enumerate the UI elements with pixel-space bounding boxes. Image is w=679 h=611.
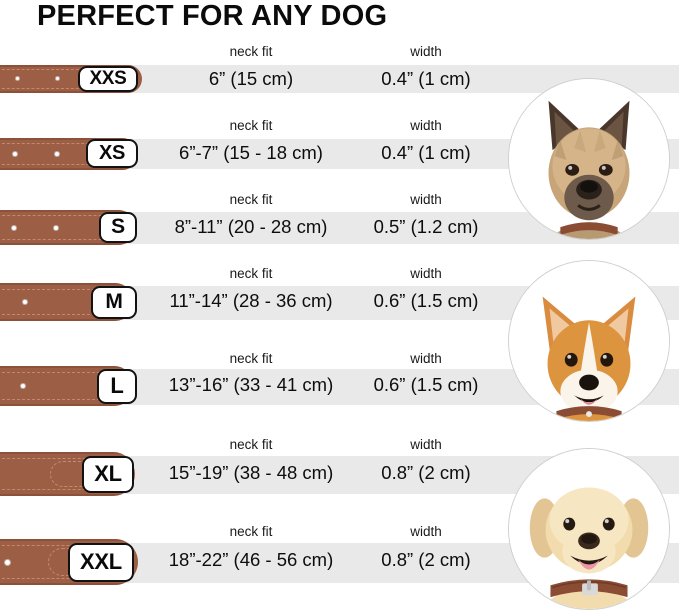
strap-edge-bottom xyxy=(0,243,136,245)
width-value: 0.4” (1 cm) xyxy=(381,68,471,89)
strap-stitch-line xyxy=(0,69,133,70)
width-column-label: width xyxy=(410,351,442,366)
strap-stitch-line xyxy=(0,399,125,400)
terrier-photo xyxy=(508,78,670,240)
neck-fit-column-label: neck fit xyxy=(229,266,273,281)
strap-stitch-line xyxy=(0,164,129,165)
strap-edge-bottom xyxy=(0,494,135,496)
corgi-illustration xyxy=(509,261,669,421)
neck-fit-value: 11”-14” (28 - 36 cm) xyxy=(169,290,333,311)
neck-fit-column-label: neck fit xyxy=(229,351,273,366)
strap-edge-bottom xyxy=(0,91,142,93)
strap-stitch-line xyxy=(0,143,129,144)
width-column-label: width xyxy=(410,192,442,207)
neck-fit-column-label: neck fit xyxy=(229,192,273,207)
strap-hole xyxy=(11,225,17,231)
neck-fit-column-label: neck fit xyxy=(229,118,273,133)
width-column-label: width xyxy=(410,266,442,281)
width-value: 0.6” (1.5 cm) xyxy=(373,290,479,311)
strap-hole xyxy=(20,383,26,389)
strap-edge-bottom xyxy=(0,319,134,321)
strap-stitch-line xyxy=(0,458,126,459)
strap-stitch-line xyxy=(0,489,126,490)
page-title: PERFECT FOR ANY DOG xyxy=(37,0,388,32)
strap-hole xyxy=(53,225,59,231)
strap-edge-bottom xyxy=(0,583,138,585)
corgi-photo xyxy=(508,260,670,422)
strap-stitch-line xyxy=(0,289,125,290)
width-value: 0.4” (1 cm) xyxy=(381,142,471,163)
strap-hole xyxy=(22,299,28,305)
neck-fit-column-label: neck fit xyxy=(229,44,273,59)
neck-fit-value: 8”-11” (20 - 28 cm) xyxy=(174,216,328,237)
strap-stitch-line xyxy=(0,215,127,216)
size-badge: S xyxy=(99,212,137,243)
strap-stitch-line xyxy=(0,239,127,240)
neck-fit-column-label: neck fit xyxy=(229,437,273,452)
strap-hole xyxy=(55,76,60,81)
strap-stitch-line xyxy=(0,545,129,546)
strap-stitch-line xyxy=(0,372,125,373)
strap-edge-top xyxy=(0,366,134,368)
size-badge: M xyxy=(91,286,137,319)
strap-stitch-line xyxy=(0,88,133,89)
width-column-label: width xyxy=(410,437,442,452)
strap-hole xyxy=(12,151,18,157)
terrier-illustration xyxy=(509,79,669,239)
neck-fit-column-label: neck fit xyxy=(229,524,273,539)
strap-edge-bottom xyxy=(0,168,138,170)
size-badge: XXL xyxy=(68,543,134,582)
width-column-label: width xyxy=(410,524,442,539)
width-column-label: width xyxy=(410,118,442,133)
strap-edge-top xyxy=(0,452,135,454)
neck-fit-value: 6”-7” (15 - 18 cm) xyxy=(179,142,323,163)
neck-fit-value: 18”-22” (46 - 56 cm) xyxy=(168,549,334,570)
size-badge: XL xyxy=(82,456,134,493)
width-value: 0.8” (2 cm) xyxy=(381,462,471,483)
width-value: 0.8” (2 cm) xyxy=(381,549,471,570)
labrador-photo xyxy=(508,448,670,610)
strap-edge-top xyxy=(0,65,142,67)
strap-stitch-line xyxy=(0,578,129,579)
width-column-label: width xyxy=(410,44,442,59)
labrador-illustration xyxy=(509,449,669,609)
size-badge: XS xyxy=(86,139,138,168)
strap-stitch-line xyxy=(0,314,125,315)
size-badge: XXS xyxy=(78,66,138,92)
strap-edge-top xyxy=(0,539,138,541)
strap-edge-bottom xyxy=(0,404,134,406)
size-badge: L xyxy=(97,369,137,404)
width-value: 0.6” (1.5 cm) xyxy=(373,374,479,395)
strap-edge-top xyxy=(0,283,134,285)
strap-hole xyxy=(15,76,20,81)
neck-fit-value: 15”-19” (38 - 48 cm) xyxy=(168,462,334,483)
strap-hole xyxy=(4,559,11,566)
width-value: 0.5” (1.2 cm) xyxy=(373,216,479,237)
neck-fit-value: 13”-16” (33 - 41 cm) xyxy=(168,374,334,395)
strap-edge-top xyxy=(0,138,138,140)
neck-fit-value: 6” (15 cm) xyxy=(208,68,294,89)
strap-edge-top xyxy=(0,210,136,212)
strap-hole xyxy=(54,151,60,157)
